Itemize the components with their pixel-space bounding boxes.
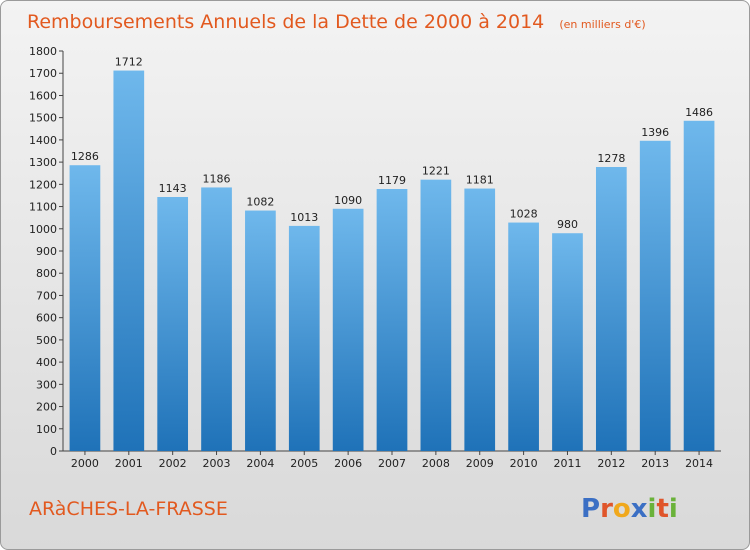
y-tick-label: 1800 [29, 45, 57, 58]
x-tick-label: 2003 [203, 457, 231, 470]
y-tick-label: 700 [36, 289, 57, 302]
unit-note: (en milliers d'€) [559, 18, 645, 31]
bar-2011 [552, 233, 583, 451]
y-tick-label: 1500 [29, 112, 57, 125]
logo-letter: i [669, 494, 678, 524]
logo-letter: r [600, 494, 613, 524]
bar-2000 [69, 165, 101, 451]
x-tick-label: 2002 [159, 457, 187, 470]
bar-2001 [113, 70, 145, 452]
y-tick-label: 300 [36, 378, 57, 391]
logo-letter: t [656, 494, 668, 524]
bar-2005 [288, 225, 320, 451]
x-tick-label: 2010 [510, 457, 538, 470]
value-label: 980 [557, 218, 578, 231]
bar-2004 [245, 210, 276, 451]
y-tick-label: 1700 [29, 67, 57, 80]
x-tick-label: 2001 [115, 457, 143, 470]
bar-2008 [420, 179, 452, 451]
value-label: 1082 [246, 196, 274, 209]
value-label: 1028 [510, 208, 538, 221]
x-tick-label: 2007 [378, 457, 406, 470]
value-label: 1181 [466, 174, 494, 187]
bar-2013 [639, 140, 671, 451]
bar-2003 [201, 187, 232, 451]
value-label: 1396 [641, 126, 669, 139]
x-tick-label: 2004 [246, 457, 274, 470]
x-tick-label: 2000 [71, 457, 99, 470]
x-tick-label: 2014 [685, 457, 713, 470]
y-axis-ticks: 0 100 200 300 400 500 600 700 800 900 1000 1100 1200… [29, 45, 63, 458]
value-label: 1486 [685, 106, 713, 119]
proxiti-logo: Proxiti [581, 494, 678, 524]
logo-letter: P [581, 494, 600, 524]
y-tick-label: 0 [50, 445, 57, 458]
bar-2002 [157, 197, 189, 451]
x-tick-label: 2009 [466, 457, 494, 470]
bar-2012 [595, 167, 627, 451]
logo-letter: o [613, 494, 631, 524]
commune-name: ARàCHES-LA-FRASSE [29, 498, 228, 520]
value-label: 1221 [422, 165, 450, 178]
logo-letter: i [648, 494, 657, 524]
value-label: 1013 [290, 211, 318, 224]
bar-2009 [464, 188, 496, 452]
y-tick-label: 200 [36, 401, 57, 414]
y-tick-label: 600 [36, 312, 57, 325]
y-tick-label: 900 [36, 245, 57, 258]
y-tick-label: 500 [36, 334, 57, 347]
bar-2014 [683, 120, 715, 452]
value-label: 1143 [159, 182, 187, 195]
y-tick-label: 1300 [29, 156, 57, 169]
x-axis-ticks: 2000 2001 2002 2003 2004 2005 2006 2007 2008 2009… [71, 451, 713, 470]
chart-title-text: Remboursements Annuels de la Dette de 20… [27, 11, 544, 33]
x-tick-label: 2011 [553, 457, 581, 470]
y-tick-label: 800 [36, 267, 57, 280]
x-tick-label: 2012 [597, 457, 625, 470]
logo-letter: x [631, 494, 648, 524]
x-tick-label: 2006 [334, 457, 362, 470]
y-tick-label: 1200 [29, 178, 57, 191]
y-tick-label: 400 [36, 356, 57, 369]
y-tick-label: 1400 [29, 134, 57, 147]
bar-2010 [508, 222, 539, 451]
value-label: 1186 [203, 172, 231, 185]
value-label: 1286 [71, 150, 99, 163]
x-tick-label: 2005 [290, 457, 318, 470]
y-tick-label: 1000 [29, 223, 57, 236]
value-label: 1712 [115, 56, 143, 69]
bars [69, 70, 715, 452]
chart-title: Remboursements Annuels de la Dette de 20… [27, 11, 646, 33]
value-label: 1179 [378, 174, 406, 187]
y-tick-label: 1600 [29, 89, 57, 102]
x-tick-label: 2008 [422, 457, 450, 470]
y-tick-label: 1100 [29, 201, 57, 214]
bar-2006 [332, 208, 364, 451]
x-tick-label: 2013 [641, 457, 669, 470]
value-label: 1090 [334, 194, 362, 207]
y-tick-label: 100 [36, 423, 57, 436]
value-labels: 1286 1712 1143 1186 1082 1013 1090 1179 1221 1181… [71, 56, 713, 232]
bar-2007 [376, 189, 408, 451]
value-label: 1278 [597, 152, 625, 165]
